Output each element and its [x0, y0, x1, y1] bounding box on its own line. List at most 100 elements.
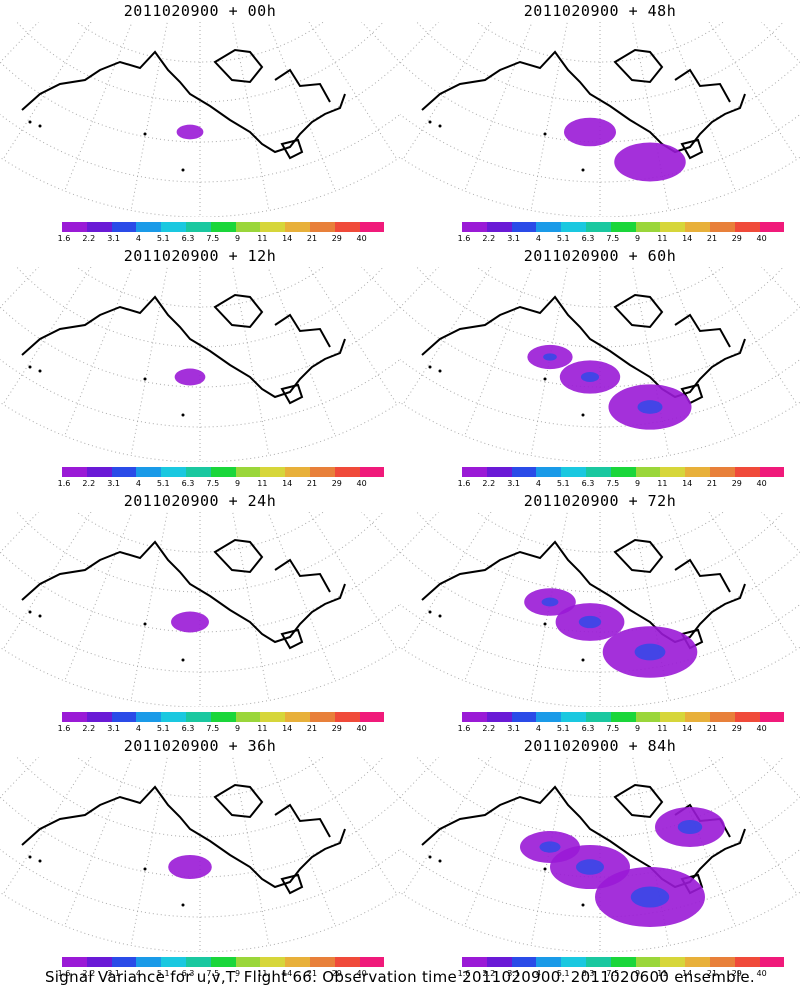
- map-panel: 2011020900 + 12h 1.6 2.2 3.1 4 5.1 6.3 7.5 9 11 14…: [0, 245, 400, 488]
- figure-caption: Signal Variance for u,v,T. Flight 66. Ob…: [44, 968, 756, 986]
- colorbar-label: 5.1: [156, 969, 170, 978]
- colorbar-swatch: [285, 957, 310, 967]
- colorbar-swatch: [260, 712, 286, 722]
- map-panel: 2011020900 + 60h 1.6 2.2 3.1 4 5.1 6.3 7.5 9 11 14…: [400, 245, 800, 488]
- colorbar-swatch: [86, 467, 112, 477]
- colorbar-label: 3.1: [507, 969, 520, 978]
- panel-title: 2011020900 + 84h: [523, 737, 677, 755]
- colorbar: [62, 467, 385, 477]
- colorbar-label: 1.6: [457, 234, 471, 243]
- colorbar-swatch: [260, 222, 286, 232]
- colorbar-swatch: [685, 222, 710, 232]
- colorbar-swatch: [685, 712, 710, 722]
- colorbar-label: 6.3: [181, 479, 195, 488]
- colorbar-swatch: [334, 712, 360, 722]
- colorbar-label: 3.1: [107, 234, 120, 243]
- colorbar-label: 11: [257, 969, 268, 978]
- colorbar-label: 2.2: [82, 234, 96, 243]
- colorbar-swatch: [285, 712, 310, 722]
- panel-title: 2011020900 + 12h: [123, 247, 277, 265]
- colorbar-swatch: [136, 712, 162, 722]
- colorbar-swatch: [660, 957, 686, 967]
- colorbar-swatch: [486, 712, 512, 722]
- colorbar-swatch: [185, 712, 211, 722]
- colorbar-label: 3.1: [507, 479, 520, 488]
- colorbar-label: 2.2: [482, 479, 496, 488]
- colorbar-label: 6.3: [581, 479, 595, 488]
- colorbar-swatch: [136, 957, 162, 967]
- variance-region: [176, 124, 204, 140]
- colorbar-label: 40: [756, 969, 767, 978]
- variance-region: [174, 368, 206, 386]
- colorbar-swatch: [359, 222, 385, 232]
- colorbar-swatch: [635, 222, 661, 232]
- colorbar-swatch: [635, 467, 661, 477]
- colorbar-label: 14: [282, 969, 293, 978]
- colorbar: [462, 222, 785, 232]
- colorbar-swatch: [309, 957, 335, 967]
- colorbar-label: 29: [331, 479, 342, 488]
- variance-core: [637, 400, 663, 414]
- variance-core: [580, 371, 600, 383]
- colorbar-swatch: [462, 222, 487, 232]
- colorbar-swatch: [536, 467, 562, 477]
- colorbar: [62, 712, 385, 722]
- colorbar-label: 6.3: [581, 724, 595, 733]
- colorbar-label: 1.6: [57, 724, 71, 733]
- map-panel: 2011020900 + 48h 1.6 2.2 3.1 4 5.1 6.3 7.5 9 11 14…: [400, 0, 800, 243]
- variance-region: [171, 611, 209, 633]
- colorbar-label: 40: [356, 479, 367, 488]
- colorbar-label: 14: [282, 234, 293, 243]
- colorbar-label: 5.1: [156, 234, 170, 243]
- colorbar-swatch: [635, 957, 661, 967]
- colorbar-swatch: [585, 712, 611, 722]
- colorbar-label: 7.5: [606, 724, 620, 733]
- colorbar-swatch: [536, 957, 562, 967]
- colorbar-label: 4: [535, 479, 541, 488]
- colorbar-label: 9: [635, 724, 641, 733]
- map-panel: 2011020900 + 72h 1.6 2.2 3.1 4 5.1 6.3 7.5 9 11 14…: [400, 490, 800, 733]
- colorbar-swatch: [136, 222, 162, 232]
- colorbar-labels: 1.6 2.2 3.1 4 5.1 6.3 7.5 9 11 14 21 29 40: [458, 724, 767, 736]
- colorbar-swatch: [86, 712, 112, 722]
- colorbar-swatch: [759, 712, 785, 722]
- panel-title: 2011020900 + 36h: [123, 737, 277, 755]
- colorbar-label: 4: [535, 234, 541, 243]
- polar-map: [0, 757, 400, 952]
- colorbar-label: 6.3: [581, 969, 595, 978]
- colorbar-swatch: [660, 222, 686, 232]
- colorbar-swatch: [585, 222, 611, 232]
- colorbar-label: 7.5: [206, 479, 220, 488]
- colorbar: [62, 957, 385, 967]
- colorbar-label: 29: [331, 234, 342, 243]
- colorbar-label: 5.1: [156, 479, 170, 488]
- colorbar-swatch: [511, 222, 537, 232]
- colorbar-label: 29: [731, 724, 742, 733]
- colorbar-swatch: [334, 467, 360, 477]
- colorbar-label: 1.6: [57, 969, 71, 978]
- colorbar-label: 3.1: [107, 479, 120, 488]
- colorbar-swatch: [486, 467, 512, 477]
- colorbar-swatch: [561, 467, 586, 477]
- colorbar-labels: 1.6 2.2 3.1 4 5.1 6.3 7.5 9 11 14 21 29 40: [458, 969, 767, 981]
- polar-map: [0, 512, 400, 707]
- polar-map: [0, 22, 400, 217]
- colorbar-swatch: [62, 712, 87, 722]
- colorbar-labels: 1.6 2.2 3.1 4 5.1 6.3 7.5 9 11 14 21 29 40: [458, 234, 767, 246]
- colorbar-label: 3.1: [107, 969, 120, 978]
- colorbar-swatch: [111, 957, 137, 967]
- colorbar-swatch: [359, 467, 385, 477]
- colorbar-label: 1.6: [57, 234, 71, 243]
- colorbar-label: 21: [706, 234, 718, 243]
- colorbar-swatch: [635, 712, 661, 722]
- colorbar-label: 14: [682, 479, 693, 488]
- map-panel: 2011020900 + 00h 1.6 2.2 3.1 4 5.1 6.3 7.5 9 11 14…: [0, 0, 400, 243]
- variance-region: [564, 117, 616, 147]
- colorbar-swatch: [309, 712, 335, 722]
- colorbar-label: 11: [257, 724, 268, 733]
- colorbar-swatch: [210, 712, 236, 722]
- colorbar-swatch: [86, 222, 112, 232]
- colorbar-swatch: [660, 712, 686, 722]
- polar-map: [0, 267, 400, 462]
- colorbar-label: 7.5: [206, 969, 220, 978]
